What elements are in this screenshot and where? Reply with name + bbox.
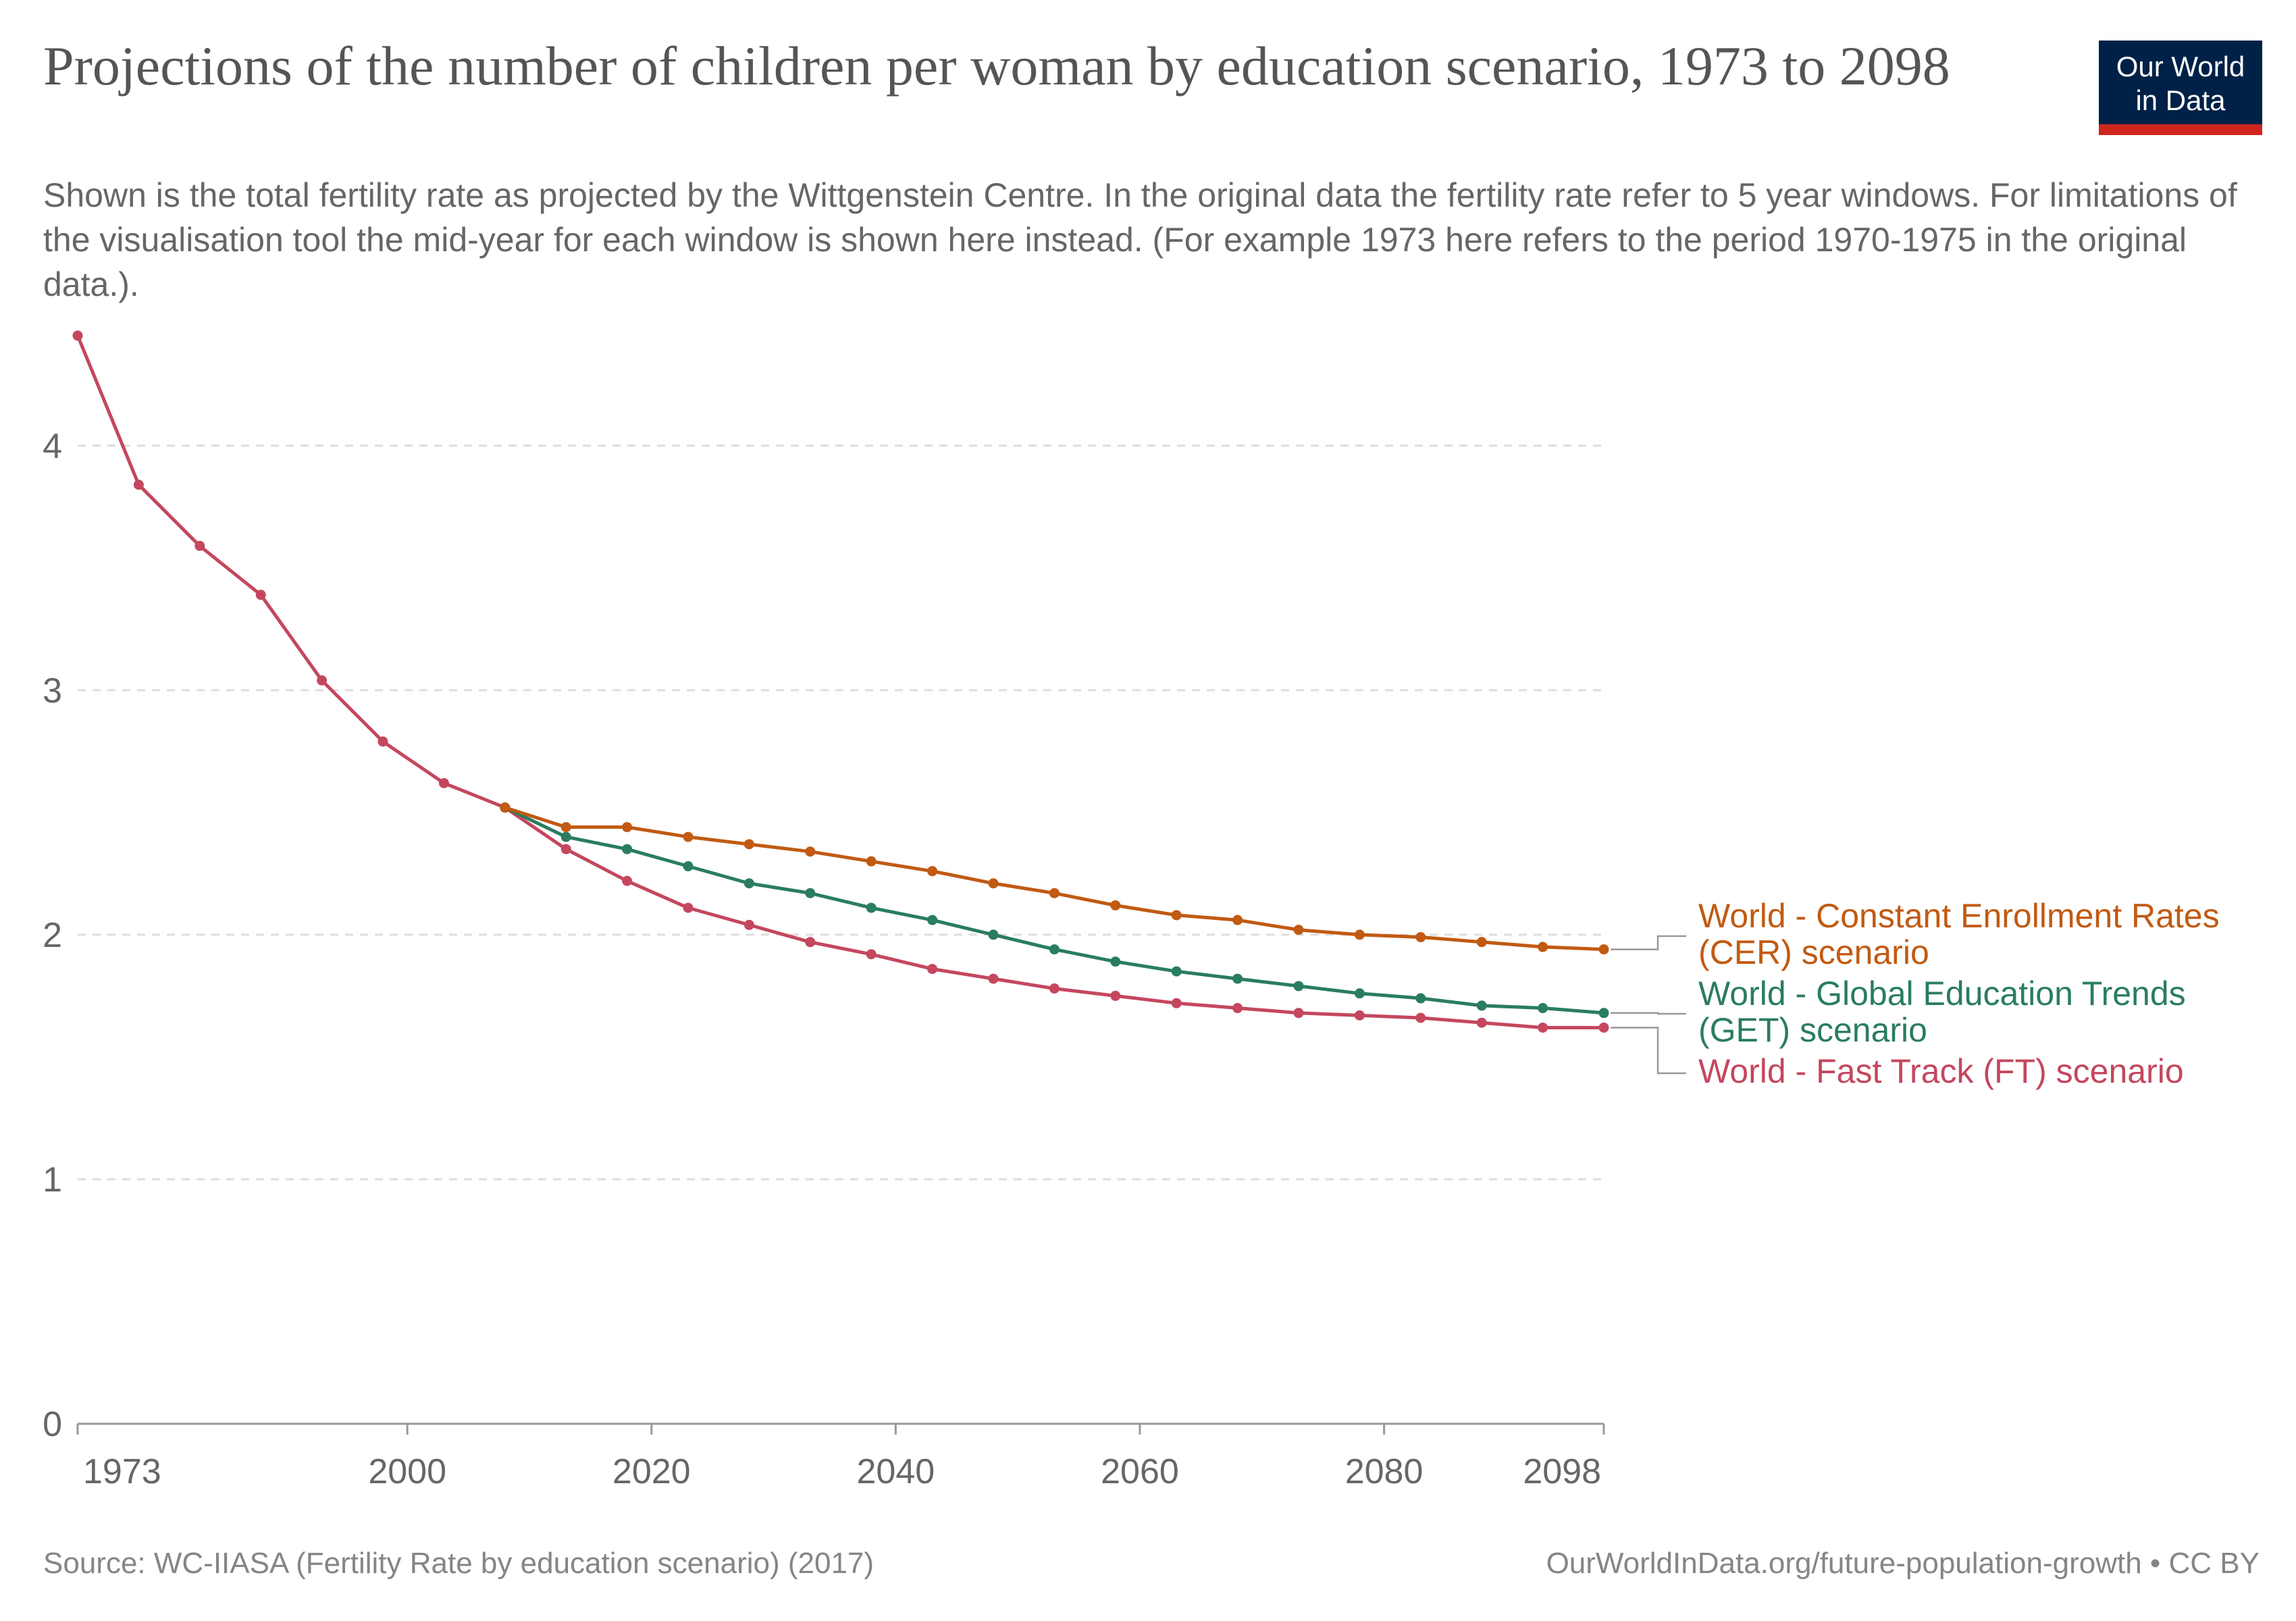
data-point bbox=[560, 844, 571, 854]
legend-connector bbox=[1611, 935, 1686, 950]
legend-connector bbox=[1611, 1027, 1686, 1075]
data-point bbox=[1415, 1012, 1426, 1023]
data-point bbox=[866, 949, 877, 960]
y-tick-label: 1 bbox=[43, 1160, 62, 1200]
data-point bbox=[683, 831, 694, 842]
data-point bbox=[988, 973, 999, 984]
series-lines bbox=[72, 330, 1609, 1033]
data-point bbox=[927, 915, 938, 925]
owid-logo[interactable]: Our World in Data bbox=[2099, 41, 2262, 135]
data-point bbox=[255, 590, 266, 600]
y-tick-label: 2 bbox=[43, 916, 62, 955]
data-point bbox=[1293, 1008, 1304, 1019]
data-point bbox=[1354, 929, 1365, 940]
data-point bbox=[1232, 915, 1243, 925]
legend-labels: World - Constant Enrollment Rates(CER) s… bbox=[1611, 897, 2220, 1090]
data-point bbox=[1476, 1000, 1487, 1011]
legend-connector bbox=[1611, 1012, 1686, 1015]
chart-subtitle: Shown is the total fertility rate as pro… bbox=[43, 176, 2237, 303]
series-line-2 bbox=[76, 334, 1606, 1029]
x-tick-label: 1973 bbox=[83, 1452, 161, 1491]
data-point bbox=[683, 902, 694, 913]
data-point bbox=[927, 866, 938, 877]
y-tick-label: 3 bbox=[43, 671, 62, 711]
data-point bbox=[805, 937, 816, 948]
legend-label: World - Global Education Trends bbox=[1698, 975, 2186, 1012]
data-point bbox=[1598, 1022, 1609, 1033]
data-point bbox=[560, 831, 571, 842]
data-point bbox=[500, 802, 511, 813]
x-tick-label: 2080 bbox=[1345, 1452, 1424, 1491]
data-point bbox=[1049, 887, 1060, 898]
data-point bbox=[1354, 1010, 1365, 1021]
logo-accent-bar bbox=[2099, 124, 2262, 135]
data-point bbox=[1598, 1008, 1609, 1019]
data-point bbox=[866, 856, 877, 867]
data-point bbox=[1232, 973, 1243, 984]
data-point bbox=[133, 480, 144, 490]
legend-label: World - Constant Enrollment Rates bbox=[1698, 897, 2220, 935]
data-point bbox=[1171, 966, 1182, 977]
data-point bbox=[683, 861, 694, 872]
data-point bbox=[1538, 1003, 1548, 1014]
data-point bbox=[1476, 937, 1487, 948]
data-point bbox=[1415, 932, 1426, 943]
series-line-1 bbox=[503, 806, 1606, 1015]
series-line-0 bbox=[503, 806, 1606, 952]
data-point bbox=[1354, 988, 1365, 999]
source-link[interactable]: OurWorldInData.org/future-population-gro… bbox=[1546, 1547, 2260, 1580]
data-point bbox=[560, 822, 571, 833]
data-point bbox=[622, 844, 633, 854]
source-note: Source: WC-IIASA (Fertility Rate by educ… bbox=[43, 1547, 875, 1580]
data-point bbox=[1110, 900, 1121, 910]
data-point bbox=[1171, 910, 1182, 921]
data-point bbox=[1293, 981, 1304, 992]
chart-title: Projections of the number of children pe… bbox=[43, 35, 1950, 97]
data-point bbox=[1598, 944, 1609, 955]
legend-label: World - Fast Track (FT) scenario bbox=[1698, 1052, 2184, 1090]
y-tick-label: 0 bbox=[43, 1405, 62, 1444]
axes: 0 1 2 3 4 1973 2000 2020 2040 2060 2080 2098 bbox=[43, 427, 1605, 1491]
x-tick-label: 2000 bbox=[368, 1452, 446, 1491]
data-point bbox=[1171, 998, 1182, 1008]
data-point bbox=[72, 330, 83, 341]
legend-label-line2: (CER) scenario bbox=[1698, 933, 1929, 971]
y-tick-label: 4 bbox=[43, 427, 62, 466]
data-point bbox=[743, 839, 754, 850]
data-point bbox=[743, 919, 754, 930]
data-point bbox=[622, 875, 633, 886]
legend-label-line2: (GET) scenario bbox=[1698, 1011, 1927, 1049]
data-point bbox=[438, 777, 449, 788]
data-point bbox=[866, 902, 877, 913]
data-point bbox=[194, 540, 205, 551]
data-point bbox=[1049, 944, 1060, 955]
data-point bbox=[1110, 990, 1121, 1001]
x-tick-label: 2040 bbox=[857, 1452, 935, 1491]
grid-lines bbox=[78, 444, 1604, 1181]
x-tick-label: 2060 bbox=[1101, 1452, 1179, 1491]
data-point bbox=[622, 822, 633, 833]
data-point bbox=[1538, 1022, 1548, 1033]
data-point bbox=[1415, 993, 1426, 1004]
data-point bbox=[988, 878, 999, 889]
x-tick-label: 2020 bbox=[612, 1452, 691, 1491]
data-point bbox=[743, 878, 754, 889]
data-point bbox=[317, 675, 328, 686]
data-point bbox=[1049, 983, 1060, 994]
data-point bbox=[805, 887, 816, 898]
x-tick-label: 2098 bbox=[1523, 1452, 1601, 1491]
data-point bbox=[1232, 1003, 1243, 1014]
logo-line-2: in Data bbox=[2135, 84, 2226, 116]
logo-line-1: Our World bbox=[2116, 51, 2245, 82]
data-point bbox=[927, 964, 938, 975]
data-point bbox=[377, 736, 388, 747]
data-point bbox=[805, 846, 816, 857]
data-point bbox=[988, 929, 999, 940]
data-point bbox=[1476, 1017, 1487, 1028]
data-point bbox=[1293, 925, 1304, 935]
data-point bbox=[1110, 956, 1121, 967]
data-point bbox=[1538, 942, 1548, 952]
